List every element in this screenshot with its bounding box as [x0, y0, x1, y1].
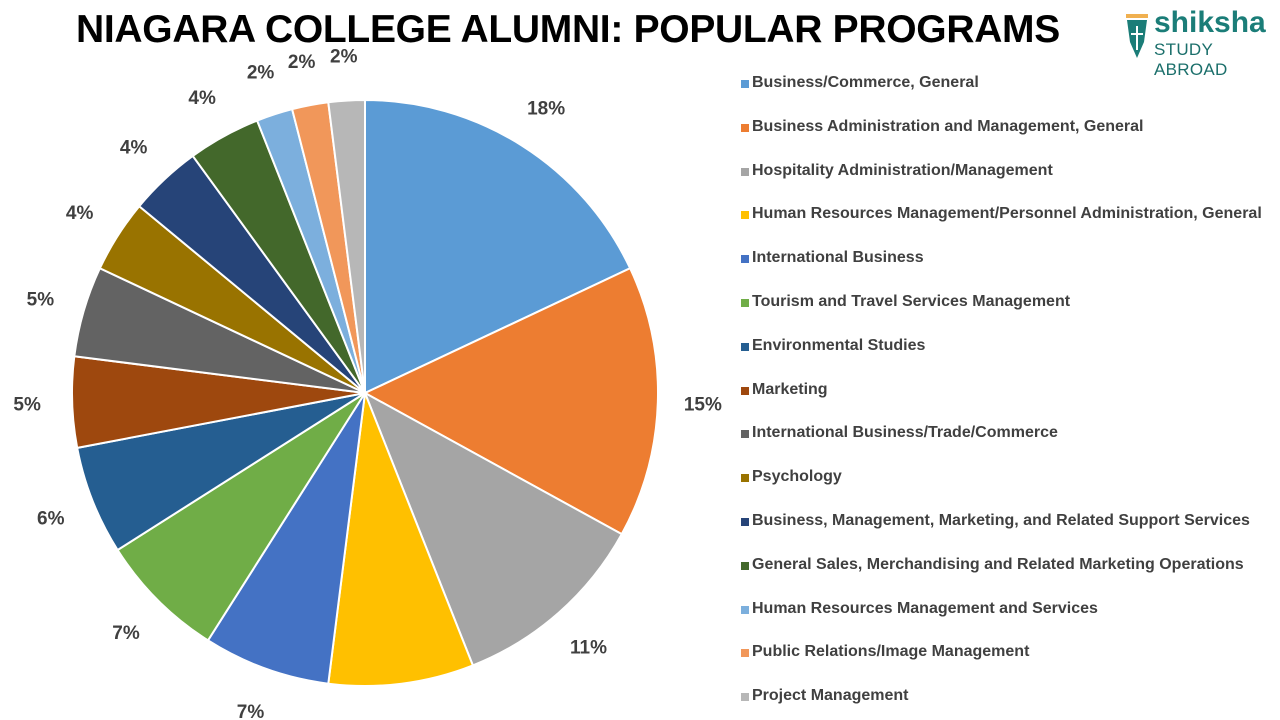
pie-slice [363, 390, 624, 667]
pie-slice [206, 392, 366, 685]
data-label: 4% [66, 203, 94, 224]
legend-label: Human Resources Management and Services [752, 599, 1098, 617]
legend-label: Public Relations/Image Management [752, 643, 1030, 661]
legend-label: Marketing [752, 380, 828, 398]
legend-label: International Business [752, 249, 924, 267]
data-label: 4% [188, 88, 216, 109]
pie-slice [362, 266, 659, 536]
data-label: 5% [13, 395, 41, 416]
legend-swatch [741, 474, 749, 483]
legend-label: Project Management [752, 687, 909, 705]
data-label: 6% [37, 508, 65, 529]
data-label: 18% [527, 99, 565, 120]
data-label: 15% [684, 395, 722, 416]
legend-label: Environmental Studies [752, 336, 926, 354]
data-label: 5% [27, 290, 55, 311]
legend-label: Business, Management, Marketing, and Rel… [752, 512, 1250, 529]
legend-swatch [741, 605, 749, 614]
legend-label: International Business/Trade/Commerce [752, 424, 1058, 442]
chart-title: NIAGARA COLLEGE ALUMNI: POPULAR PROGRAMS [76, 8, 1060, 51]
pen-nib-icon [1126, 14, 1148, 58]
legend-swatch [741, 649, 749, 658]
legend-swatch [741, 255, 749, 264]
legend-label: Business/Commerce, General [752, 74, 979, 91]
legend-swatch [741, 693, 749, 702]
logo-subtitle: STUDY ABROAD [1154, 40, 1228, 79]
data-label: 7% [237, 702, 265, 720]
pie-slice [327, 98, 366, 394]
pie-slice [364, 98, 632, 395]
data-label: 2% [288, 52, 316, 73]
data-label: 7% [112, 623, 140, 644]
legend-swatch [741, 561, 749, 570]
logo-brand: shiksha [1154, 6, 1266, 39]
data-label: 11% [570, 638, 607, 659]
data-label: 2% [330, 47, 358, 68]
legend-label: Human Resources Management/Personnel Adm… [752, 205, 1262, 223]
legend-swatch [741, 518, 749, 526]
legend-label: Psychology [752, 468, 842, 486]
legend-label: General Sales, Merchandising and Related… [752, 555, 1244, 573]
legend-swatch [741, 430, 749, 439]
legend-swatch [741, 299, 749, 307]
data-label: 2% [247, 63, 275, 84]
pie-slice [116, 392, 366, 642]
legend-swatch [741, 211, 749, 220]
legend-swatch [741, 123, 749, 132]
pie-slice [327, 392, 475, 687]
legend-swatch [741, 80, 749, 88]
legend-swatch [741, 167, 749, 176]
legend-swatch [741, 386, 749, 395]
data-label: 4% [120, 138, 148, 159]
legend-label: Business Administration and Management, … [752, 117, 1144, 135]
shiksha-logo: shiksha STUDY ABROAD [1120, 6, 1275, 79]
legend-label: Tourism and Travel Services Management [752, 293, 1071, 310]
legend-swatch [741, 342, 749, 351]
legend-label: Hospitality Administration/Management [752, 161, 1053, 179]
